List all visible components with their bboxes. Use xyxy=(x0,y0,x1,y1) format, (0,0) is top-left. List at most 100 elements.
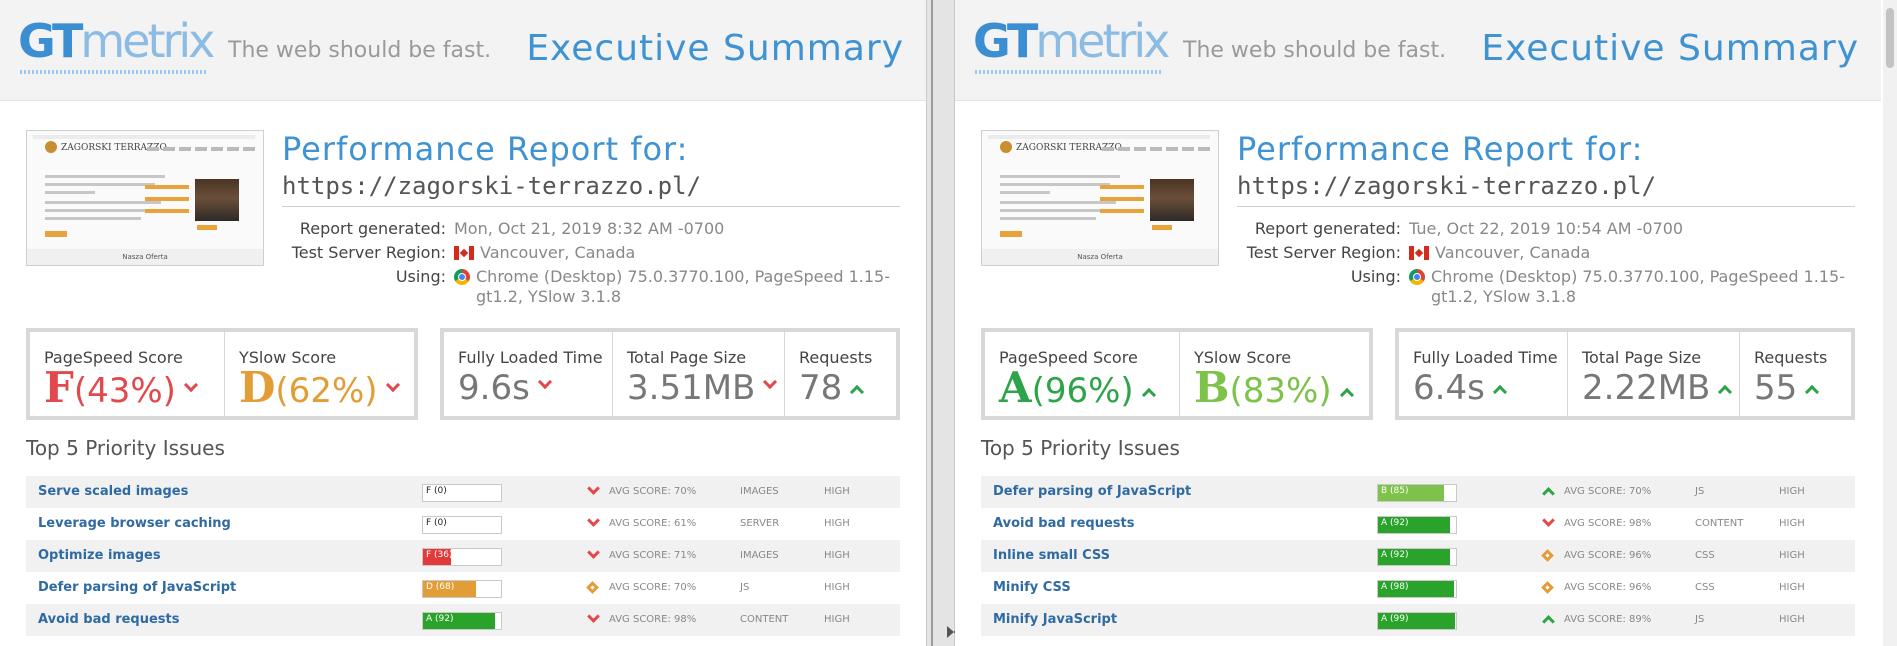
total-page-size-label: Total Page Size xyxy=(627,348,747,367)
vertical-scrollbar[interactable] xyxy=(1883,0,1897,646)
issue-priority: HIGH xyxy=(1779,486,1805,497)
issue-row[interactable]: Inline small CSS A (92) AVG SCORE: 96% CSS H… xyxy=(981,540,1855,572)
issue-name[interactable]: Minify CSS xyxy=(993,580,1071,595)
fully-loaded-time-label: Fully Loaded Time xyxy=(458,348,603,367)
pagespeed-score-cell[interactable]: PageSpeed Score A(96%) xyxy=(985,332,1179,416)
issue-row[interactable]: Optimize images F (36) AVG SCORE: 71% IMAGE… xyxy=(26,540,900,572)
total-page-size-label: Total Page Size xyxy=(1582,348,1702,367)
fully-loaded-time-cell[interactable]: Fully Loaded Time 9.6s xyxy=(444,332,612,416)
issue-grade-bar: A (92) xyxy=(422,612,502,630)
yslow-percent: (83%) xyxy=(1229,371,1332,411)
split-divider[interactable] xyxy=(926,0,957,646)
issue-name[interactable]: Defer parsing of JavaScript xyxy=(38,580,237,595)
issue-name[interactable]: Avoid bad requests xyxy=(993,516,1135,531)
issue-type: CONTENT xyxy=(740,614,789,625)
issue-priority: HIGH xyxy=(824,518,850,529)
issue-row[interactable]: Serve scaled images F (0) AVG SCORE: 70% IM… xyxy=(26,476,900,508)
issue-name[interactable]: Defer parsing of JavaScript xyxy=(993,484,1192,499)
logo-underline xyxy=(20,70,206,74)
size-trend-icon xyxy=(1718,384,1733,400)
issue-name[interactable]: Leverage browser caching xyxy=(38,516,231,531)
issue-grade-text: A (98) xyxy=(1381,582,1409,592)
logo-gt-text: GT xyxy=(18,14,83,68)
scores-box: PageSpeed Score F(43%) YSlow Score D(62%… xyxy=(26,328,418,420)
pagespeed-score-label: PageSpeed Score xyxy=(44,348,183,367)
issue-name[interactable]: Serve scaled images xyxy=(38,484,189,499)
requests-cell[interactable]: Requests 78 xyxy=(784,332,896,416)
yslow-trend-icon xyxy=(1339,387,1354,403)
site-photo xyxy=(1150,179,1194,221)
test-server-region-label: Test Server Region: xyxy=(1246,243,1401,262)
issue-name[interactable]: Avoid bad requests xyxy=(38,612,180,627)
total-page-size-value: 3.51MB xyxy=(627,368,778,408)
issue-name[interactable]: Inline small CSS xyxy=(993,548,1111,563)
issue-avg-score: AVG SCORE: 70% xyxy=(1564,486,1652,497)
issue-avg-score: AVG SCORE: 71% xyxy=(609,550,697,561)
size-trend-icon xyxy=(763,374,778,390)
issue-trend-down-icon xyxy=(586,485,600,499)
issue-grade-bar: A (92) xyxy=(1377,516,1457,534)
report-panel-after: GTmetrix The web should be fast. Executi… xyxy=(955,0,1881,646)
site-screenshot-thumbnail: ZAGORSKI TERRAZZO Nasza Oferta xyxy=(26,130,264,266)
issue-name[interactable]: Optimize images xyxy=(38,548,161,563)
using-value: Chrome (Desktop) 75.0.3770.100, PageSpee… xyxy=(1409,267,1849,307)
issue-avg-score: AVG SCORE: 89% xyxy=(1564,614,1652,625)
pagespeed-trend-icon xyxy=(1141,387,1156,403)
requests-label: Requests xyxy=(799,348,873,367)
gtmetrix-logo[interactable]: GTmetrix xyxy=(973,14,1170,74)
performance-report-title: Performance Report for: xyxy=(282,130,689,168)
pagespeed-grade: A xyxy=(999,363,1032,412)
issue-type: CONTENT xyxy=(1695,518,1744,529)
executive-summary-heading: Executive Summary xyxy=(526,28,904,69)
report-url[interactable]: https://zagorski-terrazzo.pl/ xyxy=(1237,172,1657,200)
site-accent xyxy=(145,185,189,189)
gtmetrix-logo[interactable]: GTmetrix xyxy=(18,14,215,74)
site-text-line xyxy=(1000,201,1116,204)
requests-label: Requests xyxy=(1754,348,1828,367)
issue-type: IMAGES xyxy=(740,550,779,561)
issue-priority: HIGH xyxy=(1779,518,1805,529)
issue-type: JS xyxy=(740,582,750,593)
issue-name[interactable]: Minify JavaScript xyxy=(993,612,1118,627)
issue-avg-score: AVG SCORE: 96% xyxy=(1564,582,1652,593)
region-text: Vancouver, Canada xyxy=(1435,243,1591,262)
issue-row[interactable]: Leverage browser caching F (0) AVG SCORE: … xyxy=(26,508,900,540)
fully-loaded-time-cell[interactable]: Fully Loaded Time 6.4s xyxy=(1399,332,1567,416)
issue-type: CSS xyxy=(1695,550,1715,561)
thumbnail-footer: Nasza Oferta xyxy=(982,249,1218,265)
site-button xyxy=(1152,225,1172,230)
report-url[interactable]: https://zagorski-terrazzo.pl/ xyxy=(282,172,702,200)
total-page-size-value: 2.22MB xyxy=(1582,368,1733,408)
scrollbar-thumb[interactable] xyxy=(1886,8,1894,68)
issue-row[interactable]: Defer parsing of JavaScript D (68) AVG SCO… xyxy=(26,572,900,604)
issue-row[interactable]: Defer parsing of JavaScript B (85) AVG SCO… xyxy=(981,476,1855,508)
issue-row[interactable]: Avoid bad requests A (92) AVG SCORE: 98% CO… xyxy=(26,604,900,636)
load-trend-icon xyxy=(537,374,552,390)
issue-grade-bar: A (98) xyxy=(1377,580,1457,598)
issue-avg-score: AVG SCORE: 98% xyxy=(1564,518,1652,529)
issue-grade-fill xyxy=(1378,581,1455,597)
site-button xyxy=(197,225,217,230)
issue-trend-down-icon xyxy=(586,613,600,627)
issue-trend-diamond-icon xyxy=(586,581,600,595)
yslow-grade: D xyxy=(239,363,276,412)
total-page-size-cell[interactable]: Total Page Size 2.22MB xyxy=(1567,332,1739,416)
issue-row[interactable]: Avoid bad requests A (92) AVG SCORE: 98% CO… xyxy=(981,508,1855,540)
issue-grade-text: B (85) xyxy=(1381,486,1409,496)
logo-metrix-text: metrix xyxy=(1035,14,1170,68)
yslow-score-cell[interactable]: YSlow Score D(62%) xyxy=(224,332,414,416)
issue-type: JS xyxy=(1695,614,1705,625)
using-text-line2: gt1.2, YSlow 3.1.8 xyxy=(476,287,622,306)
issue-type: IMAGES xyxy=(740,486,779,497)
issue-priority: HIGH xyxy=(1779,582,1805,593)
using-text-line2: gt1.2, YSlow 3.1.8 xyxy=(1431,287,1577,306)
pagespeed-score-cell[interactable]: PageSpeed Score F(43%) xyxy=(30,332,224,416)
site-text-line xyxy=(45,209,157,212)
requests-trend-icon xyxy=(1805,384,1820,400)
total-page-size-cell[interactable]: Total Page Size 3.51MB xyxy=(612,332,784,416)
issue-grade-bar: A (99) xyxy=(1377,612,1457,630)
yslow-score-cell[interactable]: YSlow Score B(83%) xyxy=(1179,332,1369,416)
issue-row[interactable]: Minify JavaScript A (99) AVG SCORE: 89% JS H… xyxy=(981,604,1855,636)
requests-cell[interactable]: Requests 55 xyxy=(1739,332,1851,416)
issue-row[interactable]: Minify CSS A (98) AVG SCORE: 96% CSS HIGH xyxy=(981,572,1855,604)
